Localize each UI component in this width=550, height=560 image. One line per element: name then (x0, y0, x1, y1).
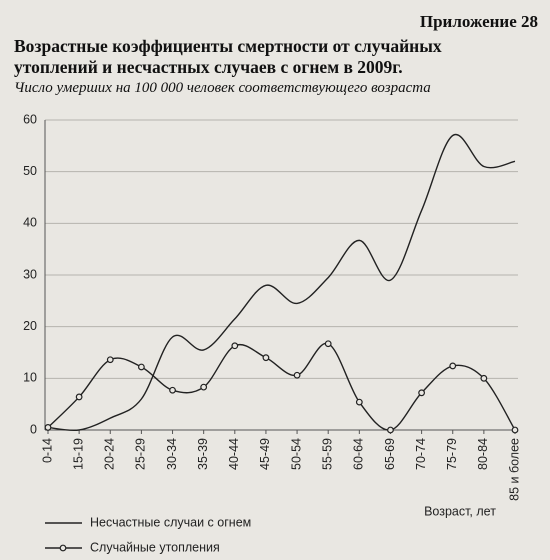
y-tick-label: 30 (23, 267, 37, 281)
series-line (47, 342, 516, 431)
point-marker (324, 340, 332, 348)
point-marker (44, 424, 52, 431)
x-tick-label: 40-44 (227, 438, 241, 470)
x-tick-label: 0-14 (40, 438, 54, 463)
point-marker (511, 426, 519, 434)
x-tick-label: 45-49 (258, 438, 272, 470)
x-axis-title: Возраст, лет (424, 504, 496, 518)
point-marker (418, 389, 426, 397)
point-marker (355, 398, 363, 406)
x-tick-label: 80-84 (476, 438, 490, 470)
x-tick-label: 15-19 (71, 438, 85, 470)
legend-label: Случайные утопления (90, 540, 220, 554)
chart-subtitle: Число умерших на 100 000 человек соответ… (14, 80, 431, 96)
x-tick-label: 20-24 (103, 438, 117, 470)
point-marker (480, 374, 488, 382)
point-marker (169, 386, 176, 394)
x-tick-label: 55-59 (320, 438, 334, 470)
point-marker (200, 383, 208, 391)
x-tick-label: 85 и более (507, 438, 521, 501)
point-marker (387, 426, 394, 434)
y-tick-label: 0 (30, 422, 37, 436)
point-marker (106, 356, 114, 364)
x-tick-label: 35-39 (196, 438, 210, 470)
y-tick-label: 20 (23, 319, 37, 333)
y-tick-label: 50 (23, 164, 37, 178)
legend-marker (59, 544, 67, 552)
point-marker (137, 363, 145, 371)
y-tick-label: 40 (23, 216, 37, 230)
legend-label: Несчастные случаи с огнем (90, 515, 251, 529)
x-tick-label: 25-29 (134, 438, 148, 470)
point-marker (449, 362, 457, 370)
point-marker (293, 371, 301, 379)
x-tick-label: 60-64 (352, 438, 366, 470)
x-tick-label: 50-54 (289, 438, 303, 470)
x-tick-label: 30-34 (165, 438, 179, 470)
y-tick-label: 10 (23, 371, 37, 385)
point-marker (231, 342, 239, 350)
point-marker (262, 354, 270, 362)
y-tick-label: 60 (23, 112, 37, 126)
x-tick-label: 65-69 (383, 438, 397, 470)
point-marker (75, 393, 83, 401)
x-tick-label: 70-74 (414, 438, 428, 470)
appendix-label: Приложение 28 (419, 12, 538, 31)
x-tick-label: 75-79 (445, 438, 459, 470)
chart-title: Возрастные коэффициенты смертности от сл… (14, 36, 442, 77)
series-line (47, 133, 516, 432)
